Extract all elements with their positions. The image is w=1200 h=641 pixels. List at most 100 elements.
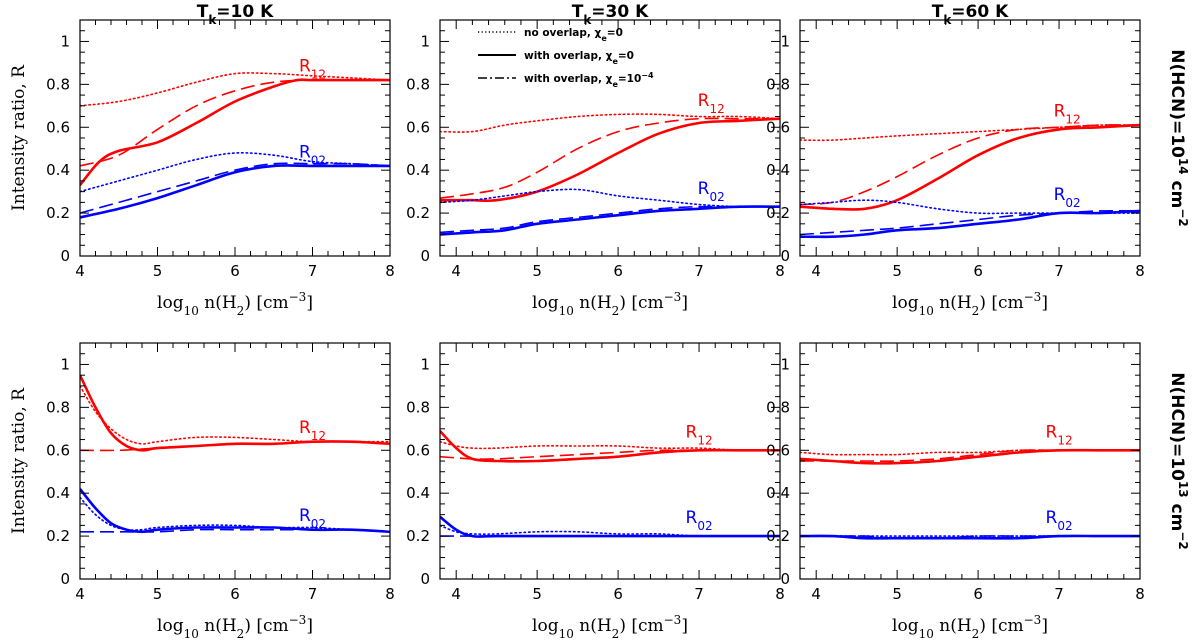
series-line-r02-dashed (440, 205, 780, 234)
row-label: N(HCN)=1014 cm−2 (1167, 49, 1190, 226)
x-tick-label: 7 (308, 585, 318, 603)
legend: no overlap, χe=0 with overlap, χe=0 with o… (478, 27, 654, 89)
y-tick-label: 0.2 (46, 527, 70, 545)
series-line-r12-dotted (80, 385, 390, 445)
y-tick-label: 0.8 (766, 398, 790, 416)
x-tick-label: 8 (1135, 585, 1145, 603)
y-tick-label: 0.6 (46, 441, 70, 459)
panel: 4 5 6 7 8 0 0.2 0.4 0.6 0.8 1 log10 n(H2) [cm−3] Int… (9, 19, 395, 318)
x-tick-label: 4 (451, 262, 461, 280)
curve-label-r02: R02 (698, 179, 725, 204)
series-line-r12-dashed (800, 124, 1140, 206)
curve-label-r02: R02 (1046, 508, 1073, 533)
series-line-r02-dotted (440, 524, 780, 538)
y-tick-label: 1 (420, 355, 430, 373)
series-line-r02-solid (800, 209, 1140, 239)
y-tick-label: 0.6 (46, 118, 70, 136)
y-axis-label: Intensity ratio, R (9, 387, 29, 534)
series-line-r12-dashed (80, 440, 390, 452)
series-line-r02-dotted (80, 496, 390, 533)
curve-label-r12: R12 (686, 422, 713, 447)
x-tick-label: 7 (1054, 262, 1064, 280)
x-axis-label: log10 n(H2) [cm−3] (892, 290, 1048, 318)
series-line-r12-solid (800, 448, 1140, 465)
y-tick-label: 0.4 (406, 161, 430, 179)
curve-label-r02: R02 (686, 508, 713, 533)
curve-label-r02: R02 (299, 142, 326, 167)
series-line-r12-dashed (440, 117, 780, 199)
legend-entry: with overlap, χe=10−4 (524, 71, 654, 89)
x-tick-label: 7 (308, 262, 318, 280)
panel: 4 5 6 7 8 0 0.2 0.4 0.6 0.8 1 log10 n(H2) [cm−3] Int… (9, 342, 395, 641)
series-line-r02-solid (80, 164, 390, 219)
y-tick-label: 0.8 (406, 398, 430, 416)
x-tick-label: 5 (153, 262, 163, 280)
x-tick-label: 8 (385, 262, 395, 280)
curve-label-r12: R12 (1054, 102, 1081, 127)
y-tick-label: 1 (420, 32, 430, 50)
x-tick-label: 4 (451, 585, 461, 603)
series-line-r02-solid (80, 488, 390, 534)
series-line-r02-dashed (800, 209, 1140, 236)
x-tick-label: 5 (532, 262, 542, 280)
y-tick-label: 0.4 (766, 161, 790, 179)
y-tick-label: 0.8 (766, 75, 790, 93)
x-tick-label: 6 (613, 262, 623, 280)
y-tick-label: 0.6 (406, 118, 430, 136)
x-tick-label: 7 (694, 585, 704, 603)
y-tick-label: 0.8 (46, 75, 70, 93)
y-tick-label: 0.2 (766, 527, 790, 545)
y-tick-label: 0 (420, 247, 430, 265)
x-tick-label: 5 (532, 585, 542, 603)
y-tick-label: 0 (780, 570, 790, 588)
x-tick-label: 4 (811, 585, 821, 603)
y-tick-label: 0.2 (406, 527, 430, 545)
series-line-r12-dashed (800, 449, 1140, 462)
x-tick-label: 5 (153, 585, 163, 603)
y-tick-label: 1 (780, 32, 790, 50)
x-tick-label: 4 (75, 585, 85, 603)
series-line-r02-dashed (80, 162, 390, 214)
x-axis-label: log10 n(H2) [cm−3] (532, 613, 688, 641)
series-line-r12-solid (800, 123, 1140, 211)
curve-label-r12: R12 (299, 418, 326, 443)
x-tick-label: 4 (811, 262, 821, 280)
x-axis-label: log10 n(H2) [cm−3] (892, 613, 1048, 641)
plot-frame (79, 342, 391, 580)
y-tick-label: 0 (60, 247, 70, 265)
legend-entry: with overlap, χe=0 (524, 50, 634, 66)
x-tick-label: 6 (973, 262, 983, 280)
y-tick-label: 0.6 (406, 441, 430, 459)
x-axis-label: log10 n(H2) [cm−3] (157, 290, 313, 318)
series-line-r02-dashed (80, 528, 390, 533)
series-line-r12-solid (80, 374, 390, 452)
legend-entry: no overlap, χe=0 (524, 27, 623, 43)
y-tick-label: 0.4 (46, 161, 70, 179)
series-line-r02-solid (440, 205, 780, 236)
column-title: Tk=30 K (572, 2, 649, 27)
y-tick-label: 0.8 (46, 398, 70, 416)
y-tick-label: 0.2 (46, 204, 70, 222)
y-tick-label: 1 (60, 32, 70, 50)
column-title: Tk=60 K (932, 2, 1009, 27)
series-line-r12-dotted (440, 440, 780, 452)
series-line-r12-dashed (80, 79, 390, 167)
series-line-r12-solid (80, 78, 390, 187)
curve-label-r12: R12 (299, 56, 326, 81)
plot-frame (79, 19, 391, 257)
series-line-r12-dotted (800, 124, 1140, 142)
y-tick-label: 0.6 (766, 441, 790, 459)
series-line-r12-solid (440, 117, 780, 203)
x-axis-label: log10 n(H2) [cm−3] (157, 613, 313, 641)
x-tick-label: 8 (385, 585, 395, 603)
y-tick-label: 0.8 (406, 75, 430, 93)
x-tick-label: 6 (230, 585, 240, 603)
row-label-text: N(HCN)=1013 cm−2 (1167, 372, 1190, 549)
curve-label-r02: R02 (299, 506, 326, 531)
x-tick-label: 5 (892, 262, 902, 280)
y-tick-label: 0 (780, 247, 790, 265)
y-tick-label: 0 (420, 570, 430, 588)
